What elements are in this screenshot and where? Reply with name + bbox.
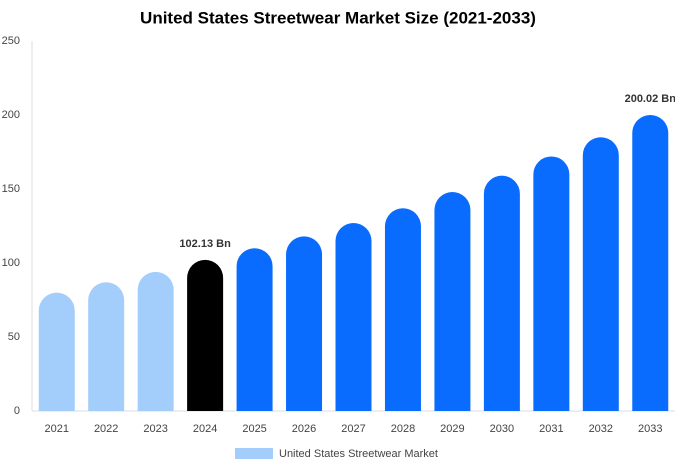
x-tick-label: 2032 — [589, 423, 613, 435]
y-tick-label: 0 — [14, 405, 20, 417]
legend-label: United States Streetwear Market — [279, 448, 438, 460]
x-tick-label: 2028 — [391, 423, 415, 435]
bar — [88, 282, 125, 411]
x-tick-label: 2024 — [193, 423, 217, 435]
x-tick-label: 2029 — [440, 423, 464, 435]
x-tick-label: 2021 — [44, 423, 68, 435]
x-tick-label: 2023 — [143, 423, 167, 435]
y-tick-label: 250 — [2, 35, 20, 47]
bar — [483, 175, 520, 411]
bar — [632, 114, 669, 411]
chart-title: United States Streetwear Market Size (20… — [140, 8, 536, 27]
y-tick-label: 200 — [2, 109, 20, 121]
x-tick-label: 2027 — [341, 423, 365, 435]
bar — [38, 292, 75, 411]
y-tick-label: 150 — [2, 183, 20, 195]
x-tick-label: 2025 — [242, 423, 266, 435]
bar — [236, 248, 273, 411]
value-label: 200.02 Bn — [625, 93, 675, 105]
bar — [533, 156, 570, 411]
legend-swatch — [235, 448, 273, 459]
bar — [434, 191, 471, 411]
x-tick-label: 2031 — [539, 423, 563, 435]
x-tick-label: 2030 — [490, 423, 514, 435]
bar — [137, 271, 174, 411]
bar — [286, 236, 323, 411]
bar — [335, 223, 372, 411]
x-tick-label: 2022 — [94, 423, 118, 435]
x-tick-label: 2026 — [292, 423, 316, 435]
bar — [582, 137, 619, 411]
x-tick-label: 2033 — [638, 423, 662, 435]
value-label: 102.13 Bn — [179, 238, 231, 250]
y-tick-label: 50 — [8, 331, 20, 343]
bar — [187, 259, 224, 411]
bar — [384, 208, 421, 411]
y-tick-label: 100 — [2, 257, 20, 269]
